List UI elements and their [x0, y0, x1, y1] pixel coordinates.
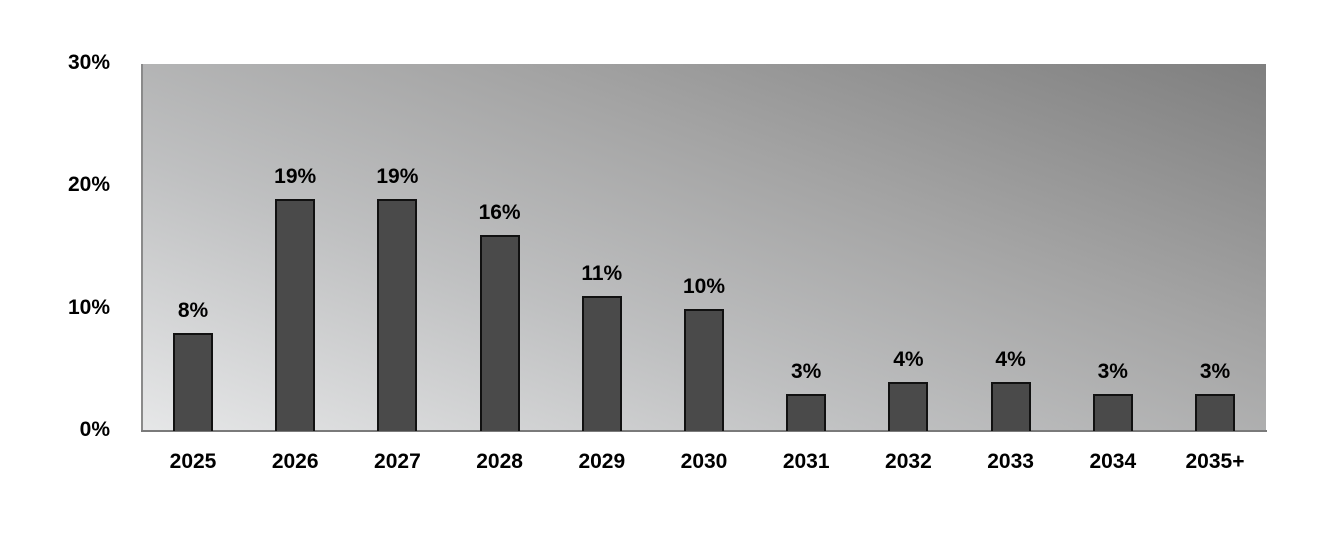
bar-2029: [581, 296, 622, 431]
y-tick-label: 0%: [79, 418, 110, 441]
bar-value-label: 3%: [791, 360, 822, 384]
x-tick-label: 2034: [1089, 450, 1137, 473]
bar-value-label: 16%: [478, 201, 521, 225]
x-tick-label: 2032: [885, 450, 932, 473]
x-tick-label: 2029: [578, 450, 626, 473]
x-tick-label: 2027: [374, 450, 421, 473]
bar-2034: [1092, 394, 1133, 431]
bar-value-label: 19%: [274, 164, 317, 188]
bar-value-label: 8%: [177, 299, 209, 323]
bar-value-label: 19%: [376, 164, 419, 188]
bar-2027: [377, 198, 418, 431]
bar-2030: [684, 308, 724, 431]
x-axis-line: [141, 430, 1267, 432]
bar-2025: [173, 333, 213, 431]
y-tick-label: 30%: [67, 51, 110, 74]
bar-2032: [888, 382, 929, 431]
bar-2026: [275, 198, 316, 431]
bar-value-label: 4%: [893, 348, 924, 372]
bar-value-label: 4%: [995, 348, 1026, 372]
x-tick-label: 2033: [987, 450, 1034, 473]
x-tick-label: 2035+: [1185, 450, 1245, 473]
x-tick-label: 2028: [476, 450, 523, 473]
x-tick-label: 2026: [271, 450, 319, 473]
bar-value-label: 3%: [1199, 360, 1231, 384]
bar-value-label: 3%: [1097, 360, 1128, 384]
x-tick-label: 2025: [169, 450, 217, 473]
bar-value-label: 11%: [581, 262, 623, 286]
bar-2028: [479, 235, 520, 431]
y-tick-label: 10%: [67, 295, 110, 319]
x-tick-label: 2030: [680, 450, 728, 473]
bar-2035+: [1195, 394, 1235, 431]
bar-2031: [786, 394, 827, 431]
bar-2033: [990, 382, 1031, 431]
x-tick-label: 2031: [782, 450, 830, 473]
bar-value-label: 10%: [682, 274, 726, 298]
y-tick-label: 20%: [67, 173, 110, 197]
